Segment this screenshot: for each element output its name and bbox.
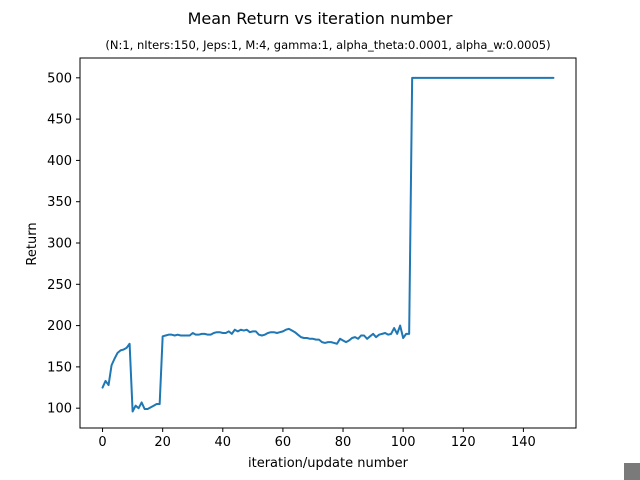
chart-subtitle: (N:1, nIters:150, Jeps:1, M:4, gamma:1, … [105,38,550,52]
chart-title: Mean Return vs iteration number [188,9,453,28]
axis-ticks: 0 20 40 60 80 100 120 140 100 150 200 250 300 350 400 4… [47,71,536,450]
plot-frame [79,57,577,429]
series-line-0 [101,76,555,413]
y-tick-label: 150 [47,360,72,375]
x-axis-label: iteration/update number [248,456,409,471]
corner-thumbnail [624,463,640,480]
x-tick-label: 0 [98,435,106,450]
y-tick-label: 300 [47,237,72,252]
x-tick-label: 140 [511,435,536,450]
y-tick-label: 200 [47,319,72,334]
x-tick-label: 100 [391,435,416,450]
y-tick-label: 400 [47,154,72,169]
x-tick-label: 60 [275,435,292,450]
series-layer [101,76,555,413]
y-tick-label: 450 [47,113,72,128]
x-tick-label: 120 [451,435,476,450]
y-tick-label: 350 [47,195,72,210]
y-axis-label: Return [25,222,40,265]
y-tick-label: 100 [47,402,72,417]
y-tick-label: 500 [47,71,72,86]
x-tick-label: 40 [215,435,232,450]
x-tick-label: 20 [154,435,171,450]
x-tick-label: 80 [335,435,352,450]
y-tick-label: 250 [47,278,72,293]
